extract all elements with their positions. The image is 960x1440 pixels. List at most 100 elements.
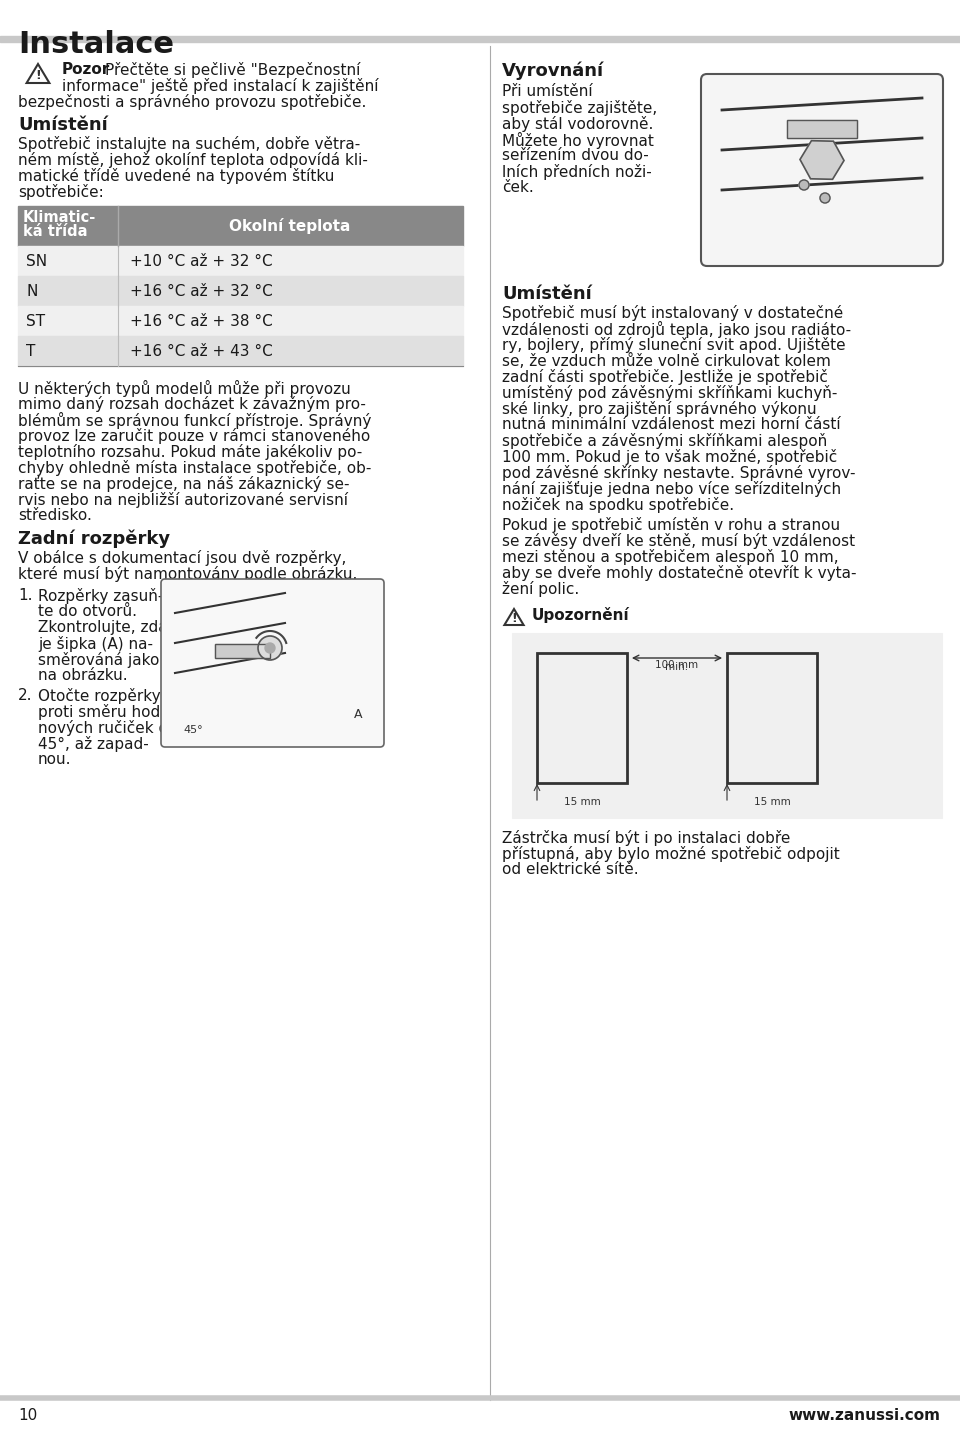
Text: Rozpěrky zasuň-: Rozpěrky zasuň- [38,588,163,603]
Text: ček.: ček. [502,180,534,194]
Text: 2.: 2. [18,688,33,703]
Text: Vyrovnání: Vyrovnání [502,62,604,81]
Text: mimo daný rozsah docházet k závažným pro-: mimo daný rozsah docházet k závažným pro… [18,396,366,412]
Text: 1.: 1. [18,588,33,603]
Text: +10 °C až + 32 °C: +10 °C až + 32 °C [130,253,273,269]
Text: nožiček na spodku spotřebiče.: nožiček na spodku spotřebiče. [502,497,734,513]
Text: pod závěsné skřínky nestavte. Správné vyrov-: pod závěsné skřínky nestavte. Správné vy… [502,465,855,481]
Text: Spotřebič instalujte na suchém, dobře větra-: Spotřebič instalujte na suchém, dobře vě… [18,135,360,153]
FancyBboxPatch shape [161,579,384,747]
Text: Pokud je spotřebič umístěn v rohu a stranou: Pokud je spotřebič umístěn v rohu a stra… [502,517,840,533]
Text: směrováná jako: směrováná jako [38,652,159,668]
Bar [18,246,463,276]
Text: Přečtěte si pečlivě "Bezpečnostní: Přečtěte si pečlivě "Bezpečnostní [105,62,360,78]
Text: zadní části spotřebiče. Jestliže je spotřebič: zadní části spotřebiče. Jestliže je spot… [502,369,828,384]
Text: !: ! [36,69,41,82]
Text: mezi stěnou a spotřebičem alespoň 10 mm,: mezi stěnou a spotřebičem alespoň 10 mm, [502,549,839,564]
Bar [727,652,817,783]
Text: aby stál vodorovně.: aby stál vodorovně. [502,117,654,132]
Text: www.zanussi.com: www.zanussi.com [788,1408,940,1423]
Bar [512,634,942,818]
Text: 10: 10 [18,1408,37,1423]
Text: Umístění: Umístění [502,285,591,302]
Text: Spotřebič musí být instalovaný v dostatečné: Spotřebič musí být instalovaný v dostate… [502,305,843,321]
Text: umístěný pod závěsnými skříňkami kuchyň-: umístěný pod závěsnými skříňkami kuchyň- [502,384,837,400]
Text: ry, bojlery, přímý sluneční svit apod. Ujištěte: ry, bojlery, přímý sluneční svit apod. U… [502,337,846,353]
Text: 15 mm: 15 mm [754,796,790,806]
Text: Pozor: Pozor [62,62,110,76]
Text: se závěsy dveří ke stěně, musí být vzdálenost: se závěsy dveří ke stěně, musí být vzdál… [502,533,855,549]
Text: od elektrické sítě.: od elektrické sítě. [502,863,638,877]
Text: aby se dveře mohly dostatečně otevřít k vyta-: aby se dveře mohly dostatečně otevřít k … [502,564,856,580]
Circle shape [265,644,275,652]
Text: T: T [26,344,36,359]
Text: žení polic.: žení polic. [502,580,579,598]
Text: 45°: 45° [183,724,203,734]
Text: blémům se správnou funkcí přístroje. Správný: blémům se správnou funkcí přístroje. Spr… [18,412,372,429]
Text: nutná minimální vzdálenost mezi horní částí: nutná minimální vzdálenost mezi horní čá… [502,418,841,432]
Text: Upozornění: Upozornění [532,608,630,624]
Bar [215,644,270,658]
Circle shape [258,636,282,660]
Text: Umístění: Umístění [18,117,108,134]
Bar [0,36,960,42]
Text: se, že vzduch může volně cirkulovat kolem: se, že vzduch může volně cirkulovat kole… [502,353,830,369]
Text: ném místě, jehož okolínf teplota odpovídá kli-: ném místě, jehož okolínf teplota odpovíd… [18,153,368,168]
Text: SN: SN [26,253,47,269]
Text: rvis nebo na nejbližší autorizované servisní: rvis nebo na nejbližší autorizované serv… [18,492,348,508]
Text: Instalace: Instalace [18,30,174,59]
Text: V obálce s dokumentací jsou dvě rozpěrky,: V obálce s dokumentací jsou dvě rozpěrky… [18,550,347,566]
Text: 15 mm: 15 mm [564,796,600,806]
Text: seřízením dvou do-: seřízením dvou do- [502,148,649,163]
Text: chyby ohledně místa instalace spotřebiče, ob-: chyby ohledně místa instalace spotřebiče… [18,459,372,477]
Circle shape [820,193,830,203]
Text: informace" ještě před instalací k zajištění: informace" ještě před instalací k zajišt… [62,78,378,94]
Text: Zástrčka musí být i po instalaci dobře: Zástrčka musí být i po instalaci dobře [502,829,790,845]
Text: +16 °C až + 38 °C: +16 °C až + 38 °C [130,314,273,328]
Text: Okolní teplota: Okolní teplota [229,217,350,233]
Bar [18,336,463,366]
Text: nových ručiček o: nových ručiček o [38,720,168,736]
Bar [18,206,463,246]
Text: které musí být namontovány podle obrázku.: které musí být namontovány podle obrázku… [18,566,357,582]
Text: ká třída: ká třída [23,225,87,239]
Text: A: A [353,708,362,721]
FancyBboxPatch shape [701,73,943,266]
Text: +16 °C až + 32 °C: +16 °C až + 32 °C [130,284,273,300]
Text: spotřebiče:: spotřebiče: [18,184,104,200]
Text: spotřebiče a závěsnými skříňkami alespoň: spotřebiče a závěsnými skříňkami alespoň [502,433,828,449]
Text: provoz lze zaručit pouze v rámci stanoveného: provoz lze zaručit pouze v rámci stanove… [18,428,371,444]
Bar [18,276,463,307]
Text: teplotního rozsahu. Pokud máte jakékoliv po-: teplotního rozsahu. Pokud máte jakékoliv… [18,444,362,459]
Text: Zkontrolujte, zda: Zkontrolujte, zda [38,621,168,635]
Text: +16 °C až + 43 °C: +16 °C až + 43 °C [130,344,273,359]
Text: min.: min. [665,662,688,672]
Bar [787,120,857,138]
Text: 100 mm. Pokud je to však možné, spotřebič: 100 mm. Pokud je to však možné, spotřebi… [502,449,837,465]
Text: !: ! [511,612,516,625]
Text: Otočte rozpěrky: Otočte rozpěrky [38,688,160,704]
Text: Zadní rozpěrky: Zadní rozpěrky [18,530,170,549]
Text: proti směru hodi-: proti směru hodi- [38,704,170,720]
Text: matické třídě uvedené na typovém štítku: matické třídě uvedené na typovém štítku [18,168,334,184]
Bar [787,120,857,138]
Text: lních předních noži-: lních předních noži- [502,164,652,180]
Circle shape [799,180,809,190]
Text: U některých typů modelů může při provozu: U některých typů modelů může při provozu [18,380,350,397]
Text: raťte se na prodejce, na náš zákaznický se-: raťte se na prodejce, na náš zákaznický … [18,477,349,492]
Text: vzdálenosti od zdrojů tepla, jako jsou radiáto-: vzdálenosti od zdrojů tepla, jako jsou r… [502,321,852,338]
Text: středisko.: středisko. [18,508,92,523]
Text: N: N [26,284,37,300]
Text: ské linky, pro zajištění správného výkonu: ské linky, pro zajištění správného výkon… [502,400,817,418]
Text: ST: ST [26,314,45,328]
Text: nou.: nou. [38,752,71,768]
Text: nání zajišťuje jedna nebo více seřízditelných: nání zajišťuje jedna nebo více seřízdite… [502,481,841,497]
Text: spotřebiče zajištěte,: spotřebiče zajištěte, [502,99,658,117]
Text: přístupná, aby bylo možné spotřebič odpojit: přístupná, aby bylo možné spotřebič odpo… [502,845,840,863]
Bar [537,652,627,783]
Text: te do otvorů.: te do otvorů. [38,603,137,619]
Text: je šipka (A) na-: je šipka (A) na- [38,636,153,652]
Bar [215,644,270,658]
Text: bezpečnosti a správného provozu spotřebiče.: bezpečnosti a správného provozu spotřebi… [18,94,367,109]
Text: na obrázku.: na obrázku. [38,668,128,683]
